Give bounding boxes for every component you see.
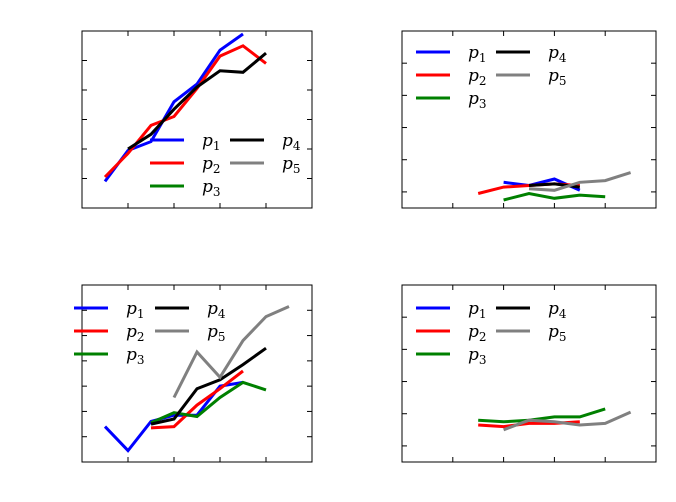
series-line-p3 [503, 191, 606, 202]
legend-label-p1: p1 [468, 299, 487, 321]
legend-label-p3: p3 [468, 89, 487, 111]
plot-frame [401, 30, 657, 209]
legend-label-p5: p5 [282, 154, 301, 176]
legend-label-p4: p4 [548, 299, 567, 321]
series-line-p5 [528, 171, 632, 192]
legend-label-p3: p3 [126, 345, 145, 367]
series-line-p3 [150, 380, 267, 425]
legend-label-p2: p2 [202, 154, 221, 176]
legend-label-p2: p2 [126, 322, 145, 344]
legend-label-p2: p2 [468, 66, 487, 88]
plot-frame [81, 30, 313, 209]
legend-label-p5: p5 [548, 66, 567, 88]
legend-label-p2: p2 [468, 322, 487, 344]
plot-frame [401, 284, 657, 463]
legend-label-p5: p5 [207, 322, 226, 344]
legend-label-p4: p4 [207, 299, 226, 321]
legend-label-p1: p1 [468, 43, 487, 65]
legend-label-p3: p3 [202, 177, 221, 199]
legend-label-p4: p4 [282, 131, 301, 153]
legend-label-p3: p3 [468, 345, 487, 367]
series-line-p1 [103, 380, 244, 453]
series-line-p5 [503, 410, 632, 432]
legend-label-p1: p1 [202, 131, 221, 153]
series-line-p2 [103, 44, 267, 179]
legend-label-p4: p4 [548, 43, 567, 65]
legend-label-p1: p1 [126, 299, 145, 321]
series-line-p2 [150, 369, 244, 430]
series-line-p4 [150, 346, 267, 426]
series-line-p3 [478, 407, 606, 424]
series-line-p1 [103, 32, 244, 183]
series-line-p5 [172, 305, 290, 399]
legend-label-p5: p5 [548, 322, 567, 344]
series-line-p4 [127, 51, 267, 151]
plot-frame [81, 284, 313, 463]
